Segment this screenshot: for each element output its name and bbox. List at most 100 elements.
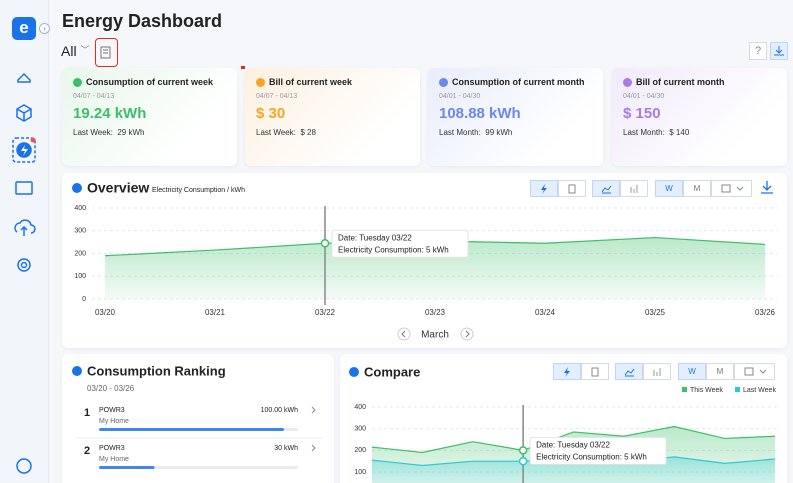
legend-label: This Week [690,387,723,394]
tooltip [331,229,469,258]
x-tick-label: 03/21 [205,308,226,317]
settings-icon[interactable] [17,258,31,272]
compare-icon [349,367,359,377]
ranking-title: Consumption Ranking [87,363,226,378]
filter-value: All [61,43,77,59]
compare-bill-button[interactable] [581,363,609,380]
x-tick-label: 03/20 [95,308,116,317]
y-tick-label: 300 [74,228,86,235]
card-last: Last Month: 99 kWh [439,128,513,137]
home-icon[interactable] [17,72,31,83]
overview-line-button[interactable] [592,180,620,197]
tooltip-date: Date: Tuesday 03/22 [338,233,412,242]
legend-swatch [735,387,740,392]
y-tick-label: 200 [354,447,366,454]
bar [99,466,155,469]
compare-bar-button[interactable] [643,363,671,380]
card-title: Bill of current week [269,77,353,87]
area [372,456,775,483]
overview-energy-button[interactable] [530,180,558,197]
highlight-point [320,239,330,248]
download-button[interactable] [770,42,788,60]
card-value: 19.24 kWh [73,105,147,122]
rank-number: 2 [84,445,90,457]
collapse-button[interactable]: › [39,23,50,34]
overview-icon [72,183,82,193]
compare-week-tab[interactable]: W [678,363,706,380]
report-button[interactable] [95,38,118,67]
tooltip-value: Electricity Consumption: 5 kWh [338,245,449,254]
device-value: 30 kWh [274,445,298,452]
highlight-point [518,456,528,466]
x-tick-label: 03/24 [535,308,556,317]
logo[interactable]: e [12,17,36,40]
area [105,237,765,299]
summary-card: Bill of current month 04/01 - 04/30 $ 150 L… [612,68,787,166]
legend-swatch [682,387,687,392]
summary-card: Bill of current week 04/07 - 04/13 $ 30 Las… [245,68,420,166]
scene-icon[interactable] [15,181,33,195]
compare-date-picker[interactable] [734,363,775,380]
nav-icons [12,72,36,474]
card-range: 04/07 - 04/13 [73,93,115,100]
help-button[interactable]: ? [749,42,767,60]
x-tick-label: 03/25 [645,308,666,317]
overview-bill-button[interactable] [558,180,586,197]
prev-month-button[interactable] [397,327,411,341]
card-last: Last Month: $ 140 [623,128,690,137]
summary-card: Consumption of current month 04/01 - 04/3… [428,68,603,166]
highlight-point [518,446,528,455]
legend-label: Last Week [743,387,776,394]
overview-date-picker[interactable] [711,180,752,197]
tooltip-date: Date: Tuesday 03/22 [536,440,610,449]
card-title: Bill of current month [636,77,725,87]
marker [241,66,245,69]
device-icon[interactable] [16,104,32,122]
y-tick-label: 100 [354,469,366,476]
device-place: My Home [99,418,129,425]
overview-week-tab[interactable]: W [655,180,683,197]
download-icon [774,46,784,56]
overview-download-icon[interactable] [761,181,773,194]
ranking-card [62,354,334,483]
device-name: POWR3 [99,445,125,452]
compare-energy-button[interactable] [553,363,581,380]
y-tick-label: 0 [82,296,86,303]
line [371,425,776,454]
user-icon[interactable] [16,458,32,474]
card-value: $ 150 [623,105,661,122]
overview-bar-button[interactable] [620,180,648,197]
device-place: My Home [99,456,129,463]
card-icon [623,78,632,87]
cloud-icon[interactable] [14,219,36,236]
card-range: 04/01 - 04/30 [439,93,481,100]
prev-arrow [401,330,406,338]
card-last: Last Week: 29 kWh [73,128,145,137]
device-name: POWR3 [99,407,125,414]
x-tick-label: 03/23 [425,308,446,317]
next-arrow [465,330,470,338]
y-tick-label: 300 [354,426,366,433]
x-tick-label: 03/22 [315,308,336,317]
device-value: 100.00 kWh [261,407,298,414]
tooltip-value: Electricity Consumption: 5 kWh [536,452,647,461]
filter-select[interactable]: All ﹀ [61,43,90,59]
compare-line-button[interactable] [615,363,643,380]
card-title: Consumption of current week [86,77,214,87]
sidebar: e › [0,0,50,483]
compare-title: Compare [364,364,420,379]
ranking-range: 03/20 - 03/26 [87,384,135,393]
overview-month-tab[interactable]: M [683,180,711,197]
chevron[interactable] [311,406,316,414]
x-tick-label: 03/26 [755,308,776,317]
rank-number: 1 [84,407,90,419]
chevron[interactable] [311,444,316,452]
compare-month-tab[interactable]: M [706,363,734,380]
card-icon [73,78,82,87]
card-range: 04/07 - 04/13 [256,93,298,100]
next-month-button[interactable] [460,327,474,341]
tooltip [529,436,667,465]
overview-title: Overview [87,180,149,196]
